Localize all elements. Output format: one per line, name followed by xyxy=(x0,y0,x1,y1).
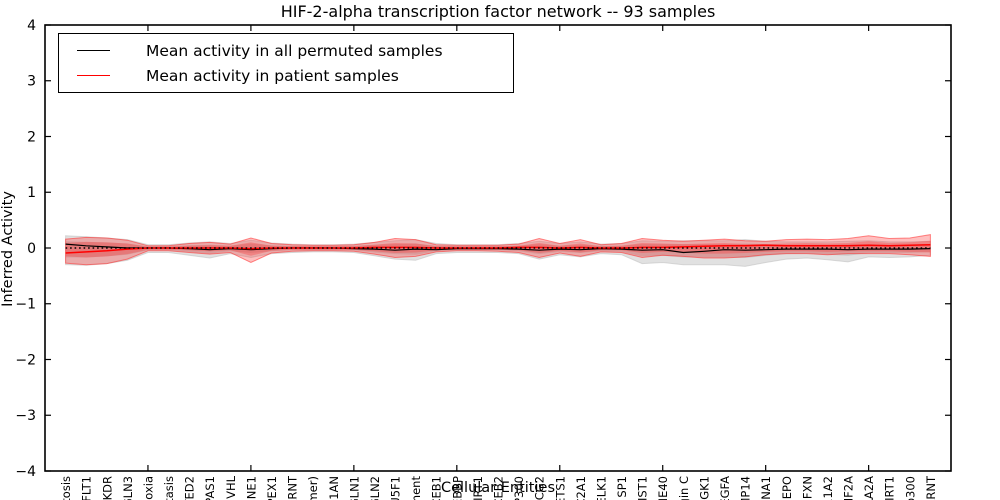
y-tick-label: 4 xyxy=(27,18,36,34)
x-category-label: SIRT1 xyxy=(471,476,485,500)
y-tick-label: 0 xyxy=(27,241,36,257)
x-category-label: HIF2A/ARNT/Cbp/p300 xyxy=(903,476,917,500)
x-category-label: SERPINE1 xyxy=(244,476,258,500)
x-category-label: ETS1 xyxy=(553,476,567,500)
legend-item-permuted: Mean activity in all permuted samples xyxy=(59,39,513,63)
y-axis-label: Inferred Activity xyxy=(0,191,16,307)
x-category-label: neuron apoptosis xyxy=(59,476,73,500)
legend-label: Mean activity in patient samples xyxy=(146,66,399,85)
legend-label: Mean activity in all permuted samples xyxy=(146,41,443,60)
x-category-label: MMP14 xyxy=(739,476,753,500)
x-category-label: SP1 xyxy=(615,476,629,498)
x-category-label: ABCG2 xyxy=(533,476,547,500)
x-category-label: oxygen homeostasis xyxy=(162,476,176,500)
x-category-label: POU5F1 xyxy=(389,476,403,500)
y-tick-label: 3 xyxy=(27,74,36,90)
x-category-label: TCEB2 xyxy=(492,476,506,500)
x-category-label: BHLHE40 xyxy=(656,476,670,500)
x-category-label: germ cell development xyxy=(409,476,423,500)
legend-item-patient: Mean activity in patient samples xyxy=(59,64,513,88)
x-category-label: HIF2A/ARNT xyxy=(924,475,938,500)
x-category-label: EGLN1 xyxy=(347,476,361,500)
x-category-label: EGLN2 xyxy=(368,476,382,500)
y-tick-label: 2 xyxy=(27,129,36,145)
y-tick-label: 1 xyxy=(27,185,36,201)
x-category-label: TCEB1 xyxy=(430,476,444,500)
legend: Mean activity in all permuted samples Me… xyxy=(58,33,514,93)
legend-line-sample-black xyxy=(77,50,110,51)
x-category-label: EPAS1 xyxy=(203,476,217,500)
x-category-label: VHL/Elongin B/Elongin C/HIF2A xyxy=(842,476,856,500)
x-category-label: FIH (dimer) xyxy=(306,476,320,500)
x-category-label: TWIST1 xyxy=(636,476,650,500)
y-tick-label: −4 xyxy=(15,464,36,480)
x-category-label: SLC11A2 xyxy=(821,476,835,500)
x-category-label: APEX1 xyxy=(265,476,279,500)
x-category-label: EFNA1 xyxy=(759,476,773,500)
x-category-label: CREBBP xyxy=(450,476,464,500)
x-category-label: SLC2A1 xyxy=(574,476,588,500)
x-category-label: HIF2A/ARNT/SIRT1 xyxy=(883,476,897,500)
y-tick-label: −3 xyxy=(15,408,36,424)
y-tick-label: −2 xyxy=(15,352,36,368)
x-category-label: EP300 xyxy=(512,476,526,500)
x-category-label: VEGFA xyxy=(718,476,732,500)
x-category-label: ADORA2A xyxy=(862,476,876,500)
x-category-label: KDR xyxy=(100,476,114,500)
x-category-label: FLT1 xyxy=(80,476,94,500)
x-category-label: EPO xyxy=(780,476,794,499)
x-category-label: HIF1AN xyxy=(327,476,341,500)
x-category-label: PGK1 xyxy=(697,476,711,500)
patient-range-band xyxy=(65,234,931,266)
chart-title: HIF-2-alpha transcription factor network… xyxy=(280,2,716,21)
y-tick-label: −1 xyxy=(15,297,36,313)
x-category-label: VHL/Elongin B/Elongin C xyxy=(677,476,691,500)
x-category-label: EGLN3 xyxy=(121,476,135,500)
x-category-label: CITED2 xyxy=(183,476,197,500)
legend-line-sample-red xyxy=(77,75,110,76)
x-category-label: FXN xyxy=(800,476,814,499)
x-category-label: response to hypoxia xyxy=(141,476,155,500)
x-category-label: VHL xyxy=(224,475,238,499)
x-category-label: ARNT xyxy=(286,475,300,500)
x-axis-label: Cellular Entities xyxy=(440,480,556,496)
x-category-label: ELK1 xyxy=(594,476,608,500)
